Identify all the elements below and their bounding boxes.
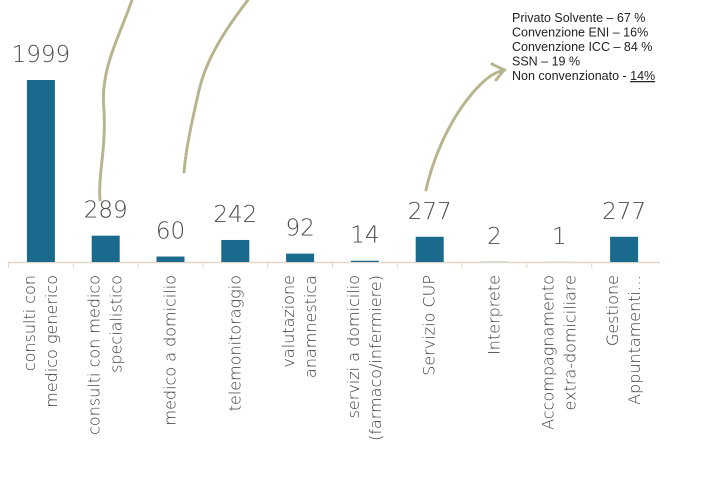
- bar: [610, 236, 639, 262]
- value-label: 1999: [12, 42, 71, 68]
- x-tick-label: Accompagnamento extra-domiciliare: [538, 275, 579, 430]
- x-tick-label: Interprete: [484, 275, 503, 355]
- x-tick-label: telemonitoraggio: [225, 275, 244, 411]
- value-label: 2: [487, 224, 502, 250]
- value-label: 277: [408, 199, 452, 225]
- value-label: 14: [350, 223, 379, 249]
- annotation-text: Convenzione ICC – 84 %: [512, 40, 652, 54]
- bar: [91, 235, 120, 262]
- annotation: Convenzione ENI – 16%: [512, 26, 648, 40]
- bar: [156, 256, 185, 262]
- x-tick-label: consulti con medico generico: [19, 275, 60, 408]
- decorative-arrow: [182, 0, 250, 174]
- value-label: 277: [602, 199, 646, 225]
- x-tick-label: Gestione Appuntamenti…: [603, 275, 644, 405]
- value-label: 289: [84, 198, 128, 224]
- value-label: 92: [285, 216, 314, 242]
- x-tick-label: servizi a domicilio (farmaco/infermiere): [343, 275, 384, 441]
- bar: [415, 236, 444, 262]
- annotation: SSN – 19 %: [512, 55, 580, 69]
- x-tick-label: valutazione anamnestica: [279, 275, 320, 378]
- x-tick-label: consulti con medico specialistico: [84, 275, 125, 435]
- bar: [221, 239, 250, 262]
- annotation-text: Convenzione ENI – 16%: [512, 26, 648, 40]
- annotation-text: Non convenzionato -: [512, 69, 630, 83]
- value-label: 1: [552, 224, 567, 250]
- annotation-text: SSN – 19 %: [512, 55, 580, 69]
- annotation: Privato Solvente – 67 %: [512, 11, 645, 25]
- annotation-text: 14%: [630, 69, 655, 83]
- value-label: 242: [213, 202, 257, 228]
- bar: [286, 253, 315, 262]
- decorative-arrow: [424, 62, 507, 192]
- x-tick-label: Servizio CUP: [419, 275, 438, 376]
- x-tick-label: medico a domicilio: [160, 275, 179, 426]
- annotation-text: Privato Solvente – 67 %: [512, 11, 645, 25]
- annotation: Convenzione ICC – 84 %: [512, 40, 652, 54]
- annotation-block: Privato Solvente – 67 %Convenzione ENI –…: [512, 11, 655, 83]
- decorative-arrow: [98, 0, 134, 202]
- value-label: 60: [156, 219, 185, 245]
- bar: [26, 80, 55, 262]
- bar: [350, 260, 379, 262]
- annotation: Non convenzionato - 14%: [512, 69, 655, 83]
